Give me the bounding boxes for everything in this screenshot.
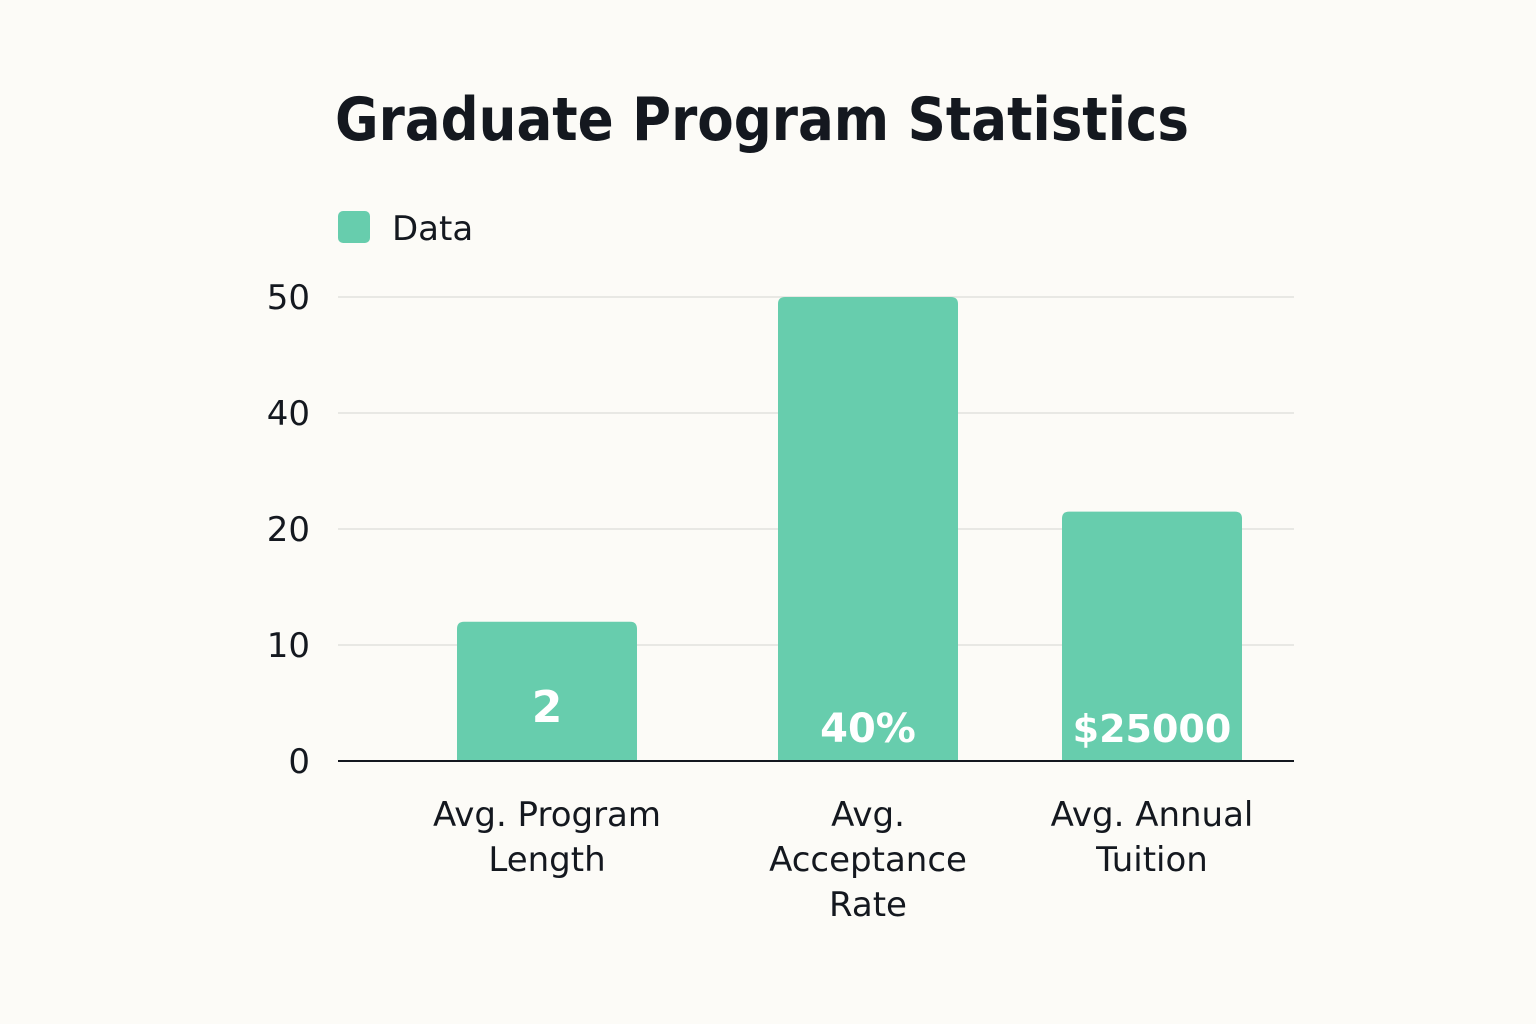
y-tick-label: 10 [267, 626, 310, 666]
legend-label: Data [392, 209, 473, 249]
bars [457, 297, 1242, 761]
legend-swatch [338, 211, 370, 243]
x-category-label: Length [488, 840, 605, 880]
bar-value-label: 2 [532, 682, 563, 733]
x-category-label: Avg. [831, 795, 905, 835]
legend: Data [338, 209, 473, 249]
bar-value-label: 40% [820, 706, 916, 752]
x-category-label: Acceptance [769, 840, 967, 880]
x-category-label: Avg. Annual [1051, 795, 1254, 835]
y-axis-ticks: 0 10 20 40 50 [267, 278, 310, 782]
x-category-label: Tuition [1095, 840, 1208, 880]
bar [778, 297, 958, 761]
x-axis-category-labels: Avg. Program Length Avg. Acceptance Rate Avg.… [433, 795, 1253, 925]
x-category-label: Avg. Program [433, 795, 661, 835]
bar [457, 621, 637, 761]
y-tick-label: 40 [267, 394, 310, 434]
chart-title: Graduate Program Statistics [335, 85, 1189, 155]
y-tick-label: 50 [267, 278, 310, 318]
bar [1062, 511, 1242, 761]
y-tick-label: 0 [288, 742, 310, 782]
y-tick-label: 20 [267, 510, 310, 550]
bar-value-label: $25000 [1073, 707, 1232, 751]
x-category-label: Rate [829, 885, 907, 925]
bar-value-labels: 2 40% $25000 [532, 682, 1232, 752]
